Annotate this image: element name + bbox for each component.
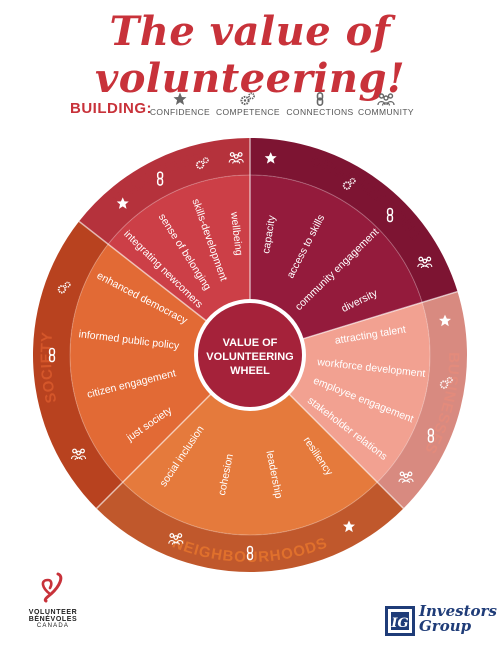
brand-left-line2: BÉNÉVOLES [28,616,78,623]
sector-ring-volunteers [79,138,250,245]
star-icon [438,314,451,327]
people-icon [228,152,244,164]
sector-divider [78,220,210,324]
ring-divider [69,174,431,536]
ig-logo-icon: IG [385,606,415,636]
people-icon [377,93,395,106]
star-icon [264,152,277,164]
legend-label: COMPETENCE [216,107,280,117]
sector-divider [96,391,214,509]
hub-label: VALUE OF [223,337,278,349]
sector-ring-society [33,221,123,509]
people-icon [417,256,433,269]
chain-link-icon [246,545,254,561]
chain-link-icon [316,92,324,106]
chain-link-icon [386,207,394,223]
gears-icon [240,92,255,106]
legend-heading: BUILDING: [70,100,152,117]
sector-inner-society [69,244,214,483]
people-icon [70,448,87,461]
sector-ring-businesses [377,291,467,509]
sector-divider [286,391,404,509]
sector-ring-neighbourhoods [96,482,404,572]
brand-left-line3: CANADA [36,623,70,629]
heart-logo-icon [41,572,63,603]
sector-ring-organizations [250,138,458,303]
wheel-item-label: wellbeing [228,210,245,256]
sector-inner-volunteers [108,175,250,323]
hub-label: VOLUNTEERING [206,351,293,363]
star-icon [343,520,355,533]
sector-inner-neighbourhoods [122,391,378,536]
svg-text:IG: IG [390,616,408,631]
brand-right-line2: Group [419,617,472,635]
brand-right-text: Investors Group [419,604,497,634]
hub-center [198,303,302,407]
chain-link-icon [427,428,435,443]
star-icon [173,92,187,105]
legend-label: CONFIDENCE [149,107,211,117]
chain-link-icon [156,171,164,186]
sector-inner-organizations [250,175,423,340]
people-icon [168,533,184,545]
brand-right-line1: Investors [419,602,497,620]
legend-item-community: COMMUNITY [346,92,426,117]
brand-left-line1: VOLUNTEER [28,609,78,616]
legend-label: COMMUNITY [357,107,414,117]
legend-item-connections: CONNECTIONS [280,92,360,117]
people-icon [398,471,414,484]
sector-divider [299,290,458,341]
page-title: The value of volunteering! [94,8,406,102]
chain-link-icon [48,347,56,363]
investors-group-logo: IG Investors Group [385,604,497,644]
volunteer-canada-logo: VOLUNTEER BÉNÉVOLES CANADA [18,570,88,629]
legend-item-competence: COMPETENCE [208,92,288,117]
hub-label: WHEEL [230,365,270,377]
legend: BUILDING: CONFIDENCE COMPETENCE CONNECTI… [0,92,500,122]
value-wheel: VOLUNTEERS ORGANIZATIONSBUSINESSESNEIGHBO… [33,138,467,572]
sector-inner-businesses [286,302,430,483]
legend-item-confidence: CONFIDENCE [140,92,220,117]
star-icon [116,197,129,209]
legend-label: CONNECTIONS [286,107,354,117]
